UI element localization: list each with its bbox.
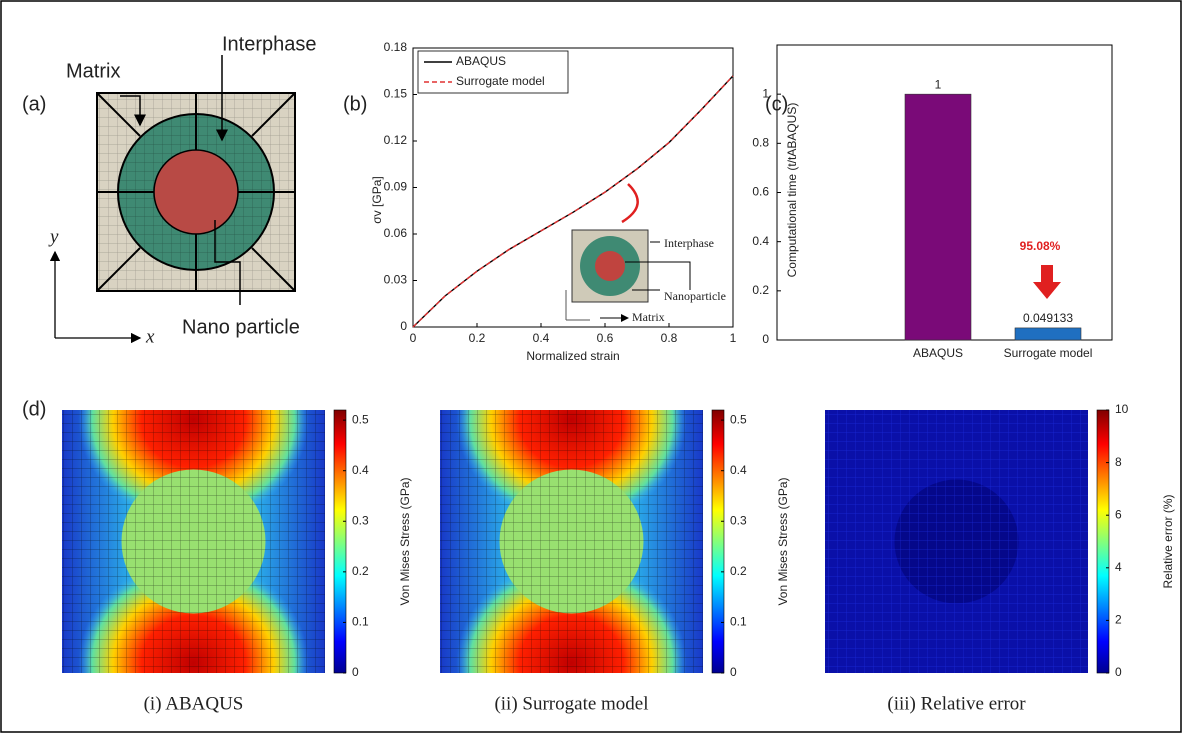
partition-lines bbox=[96, 92, 296, 292]
legend-label: Surrogate model bbox=[456, 74, 545, 88]
y-tick-label: 0.2 bbox=[752, 283, 769, 297]
inset-red-arrow bbox=[621, 183, 639, 224]
x-tick-label: 0.6 bbox=[597, 331, 614, 345]
colorbar-label: Relative error (%) bbox=[1161, 494, 1175, 588]
y-tick-label: 0.03 bbox=[384, 273, 408, 287]
y-tick-label: 0.8 bbox=[752, 136, 769, 150]
colorbar-tick-label: 0.3 bbox=[730, 513, 747, 527]
y-axis-label: Computational time (t/tABAQUS) bbox=[785, 103, 799, 278]
panel-label: (b) bbox=[343, 93, 367, 115]
label: Matrix bbox=[66, 60, 120, 82]
label: Interphase bbox=[222, 33, 317, 55]
colorbar-tick-label: 0.2 bbox=[352, 564, 369, 578]
colorbar bbox=[333, 409, 347, 674]
inset-pointers bbox=[600, 241, 691, 318]
caption: (iii) Relative error bbox=[887, 693, 1026, 714]
y-axis-label: σv [GPa] bbox=[370, 176, 384, 223]
matrix-pointer bbox=[120, 95, 146, 127]
colorbar-tick-label: 0 bbox=[730, 665, 737, 679]
particle-pointer bbox=[214, 220, 241, 305]
heatmap bbox=[440, 410, 703, 673]
bar bbox=[904, 93, 972, 341]
label: Nano particle bbox=[182, 316, 300, 338]
x-tick-label: 0.8 bbox=[661, 331, 678, 345]
panel-label: (d) bbox=[22, 398, 46, 420]
x-tick-label: Surrogate model bbox=[1004, 346, 1093, 360]
heatmap-image bbox=[440, 410, 703, 673]
colorbar-tick-label: 0 bbox=[1115, 665, 1122, 679]
value-label: 1 bbox=[935, 77, 942, 91]
colorbar-tick-label: 0.3 bbox=[352, 513, 369, 527]
colorbar-tick-label: 0 bbox=[352, 665, 359, 679]
y-tick-label: 0.15 bbox=[384, 87, 408, 101]
y-tick-label: 0 bbox=[762, 332, 769, 346]
y-tick-label: 0 bbox=[400, 319, 407, 333]
inset-label: Nanoparticle bbox=[664, 289, 726, 303]
colorbar-label: Von Mises Stress (GPa) bbox=[776, 477, 790, 605]
x-axis-label: Normalized strain bbox=[526, 349, 619, 363]
y-tick-label: 0.06 bbox=[384, 226, 408, 240]
y-tick-label: 0.09 bbox=[384, 180, 408, 194]
annotation-arrow bbox=[1033, 265, 1061, 299]
axis-name: x bbox=[145, 326, 155, 347]
x-tick-label: 0.2 bbox=[469, 331, 486, 345]
y-tick-label: 0.18 bbox=[384, 40, 408, 54]
colorbar-tick-label: 0.2 bbox=[730, 564, 747, 578]
colorbar-tick-label: 0.4 bbox=[352, 463, 369, 477]
stress-mesh bbox=[62, 410, 325, 673]
y-tick-label: 0.4 bbox=[752, 234, 769, 248]
colorbar-tick-label: 0.4 bbox=[730, 463, 747, 477]
colorbar bbox=[1096, 409, 1110, 674]
colorbar-tick-label: 4 bbox=[1115, 560, 1122, 574]
axis-name: y bbox=[48, 226, 59, 247]
value-label: 0.049133 bbox=[1023, 311, 1073, 325]
y-tick-label: 0.12 bbox=[384, 133, 408, 147]
error-mesh bbox=[825, 410, 1088, 673]
x-tick-label: 0 bbox=[410, 331, 417, 345]
panel-label: (c) bbox=[765, 93, 788, 115]
nanoparticle bbox=[153, 149, 239, 235]
caption: (ii) Surrogate model bbox=[494, 693, 648, 714]
caption: (i) ABAQUS bbox=[144, 693, 244, 714]
heatmap-image bbox=[825, 410, 1088, 673]
legend-label: ABAQUS bbox=[456, 54, 506, 68]
colorbar-tick-label: 6 bbox=[1115, 507, 1122, 521]
colorbar-tick-label: 2 bbox=[1115, 613, 1122, 627]
colorbar-tick-label: 0.5 bbox=[352, 412, 369, 426]
heatmap-image bbox=[62, 410, 325, 673]
inset-label: Matrix bbox=[632, 310, 665, 324]
colorbar-tick-label: 10 bbox=[1115, 402, 1129, 416]
x-tick-label: 0.4 bbox=[533, 331, 550, 345]
heatmap bbox=[62, 410, 325, 673]
colorbar-tick-label: 0.5 bbox=[730, 412, 747, 426]
inset-label: Interphase bbox=[664, 236, 714, 250]
colorbar-tick-label: 8 bbox=[1115, 455, 1122, 469]
panel-a: (a) Matrix Interphase Nano particle y x bbox=[22, 33, 317, 347]
bar bbox=[1014, 327, 1082, 341]
y-tick-label: 1 bbox=[762, 86, 769, 100]
colorbar bbox=[711, 409, 725, 674]
heatmap bbox=[825, 410, 1088, 673]
annotation: 95.08% bbox=[1020, 239, 1061, 253]
inset-particle bbox=[595, 251, 625, 281]
series-line bbox=[412, 75, 734, 328]
panel-label: (a) bbox=[22, 93, 46, 115]
stress-mesh bbox=[440, 410, 703, 673]
colorbar-label: Von Mises Stress (GPa) bbox=[398, 477, 412, 605]
colorbar-tick-label: 0.1 bbox=[352, 615, 369, 629]
inset-axes bbox=[565, 290, 590, 321]
x-tick-label: ABAQUS bbox=[913, 346, 963, 360]
x-tick-label: 1 bbox=[730, 331, 737, 345]
y-tick-label: 0.6 bbox=[752, 185, 769, 199]
colorbar-tick-label: 0.1 bbox=[730, 615, 747, 629]
legend-box bbox=[417, 50, 569, 94]
